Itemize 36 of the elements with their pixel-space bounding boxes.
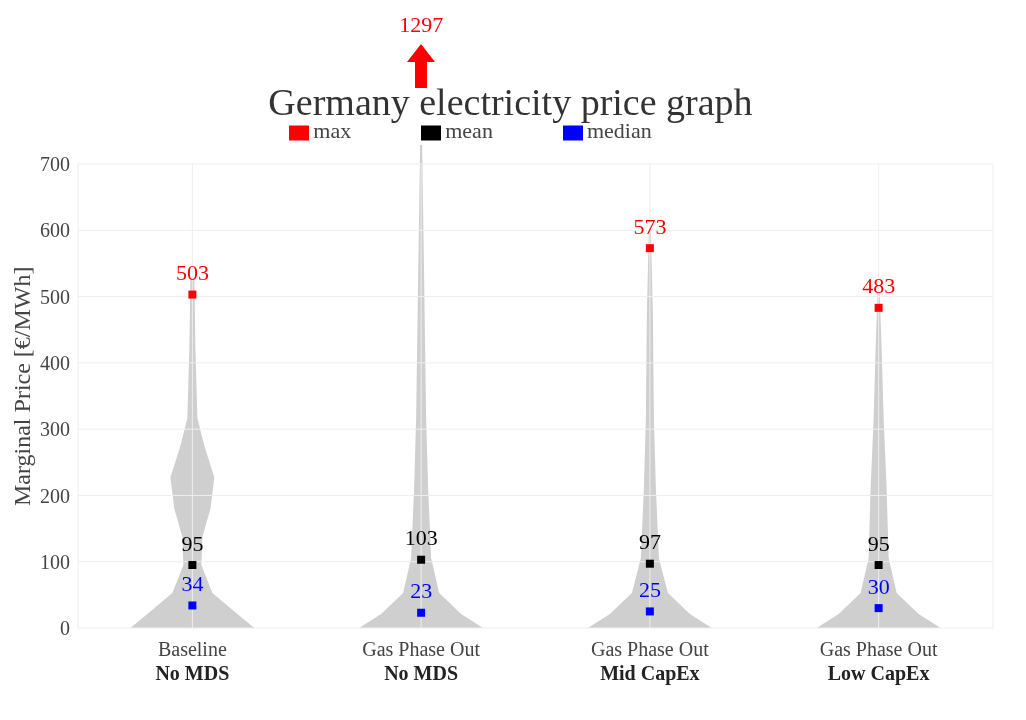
x-tick-label: Gas Phase Out Low CapEx <box>819 638 938 685</box>
data-label: 95 <box>181 530 204 556</box>
point <box>874 303 883 312</box>
point <box>874 561 883 570</box>
data-label: 23 <box>410 578 433 604</box>
data-label: 97 <box>638 529 661 555</box>
data-label: 573 <box>633 213 667 239</box>
x-tick-label: Gas Phase Out Mid CapEx <box>590 638 710 685</box>
point <box>645 559 654 568</box>
y-tick-label: 400 <box>40 351 70 374</box>
point <box>645 244 654 253</box>
point <box>417 608 426 617</box>
data-label: 95 <box>867 530 890 556</box>
y-tick-label: 600 <box>40 219 70 242</box>
data-label: 103 <box>404 525 438 551</box>
data-label: 503 <box>175 260 209 286</box>
point <box>188 561 197 570</box>
text: 1297 <box>398 12 445 38</box>
point <box>188 290 197 299</box>
y-axis-title: Marginal Price [€/MWh] <box>8 266 35 506</box>
point <box>417 555 426 564</box>
y-tick-label: 300 <box>40 418 70 441</box>
y-tick-label: 700 <box>40 153 70 176</box>
data-label: 30 <box>867 573 890 599</box>
y-tick-label: 100 <box>40 550 70 573</box>
x-tick-label: Baseline No MDS <box>155 638 230 684</box>
x-tick-label: Gas Phase Out No MDS <box>362 638 481 684</box>
y-tick-label: 500 <box>40 285 70 308</box>
y-tick-label: 0 <box>60 617 70 640</box>
point <box>188 601 197 610</box>
data-label: 34 <box>181 570 204 596</box>
data-label: 25 <box>638 576 661 602</box>
point <box>645 607 654 616</box>
point <box>874 604 883 613</box>
data-label: 483 <box>862 273 896 299</box>
y-tick-label: 200 <box>40 484 70 507</box>
